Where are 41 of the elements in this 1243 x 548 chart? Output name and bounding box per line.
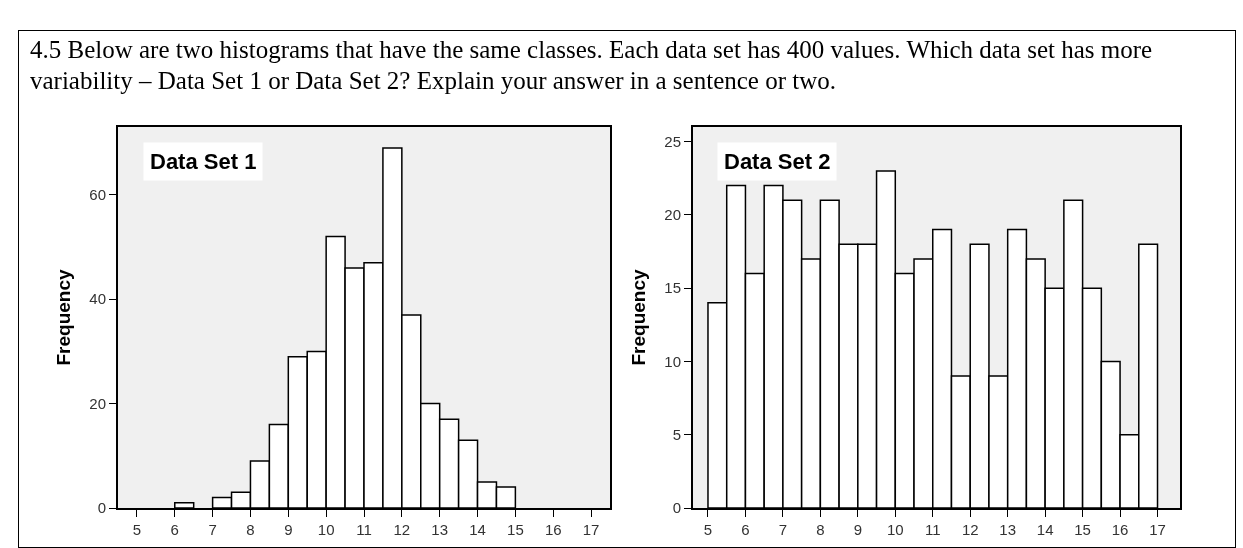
x-tick-label: 9 [853,521,862,538]
x-tick-label: 11 [924,521,941,538]
y-tick-label: 0 [672,499,681,517]
x-tick-label: 5 [132,521,142,538]
y-tick-label: 0 [97,499,106,517]
x-tick-label: 8 [246,521,255,538]
annotation: Data Set 2 [724,149,831,174]
y-axis-title: Frequency [627,269,649,366]
x-tick-label: 10 [317,521,335,538]
x-tick-label: 17 [1149,521,1166,538]
y-tick-label: 15 [664,279,681,297]
x-tick-label: 7 [208,521,217,538]
x-tick-label: 7 [778,521,788,538]
y-tick-label: 20 [664,206,681,224]
x-tick-label: 14 [469,521,486,538]
x-tick-label: 6 [741,521,750,538]
x-tick-label: 14 [1036,521,1054,538]
y-tick-label: 5 [672,425,681,443]
y-tick-label: 25 [664,132,681,150]
y-tick-label: 20 [89,394,106,412]
x-tick-label: 13 [999,521,1017,538]
x-tick-label: 13 [431,521,449,538]
y-axis-title: Frequency [52,269,74,366]
x-tick-label: 9 [284,521,293,538]
annotation: Data Set 1 [150,149,257,174]
y-tick-label: 60 [89,186,106,204]
x-tick-label: 17 [582,521,600,538]
x-tick-label: 12 [961,521,979,538]
x-tick-label: 6 [170,521,179,538]
x-tick-label: 5 [703,521,713,538]
y-tick-label: 40 [89,290,106,308]
x-tick-label: 16 [544,521,562,538]
x-tick-label: 15 [507,521,524,538]
x-tick-label: 16 [1111,521,1129,538]
chart-title: 4.5 Below are two histograms that have the same classes. Each data set has 400 values. Which data set has more variability – Data Set 1 or Data Set 2? Explain your answer in a sentence or two. [30,35,1154,96]
y-tick-label: 10 [664,352,681,370]
x-tick-label: 15 [1074,521,1091,538]
x-tick-label: 12 [393,521,411,538]
x-tick-label: 8 [816,521,825,538]
x-tick-label: 10 [886,521,904,538]
x-tick-label: 11 [356,521,372,538]
